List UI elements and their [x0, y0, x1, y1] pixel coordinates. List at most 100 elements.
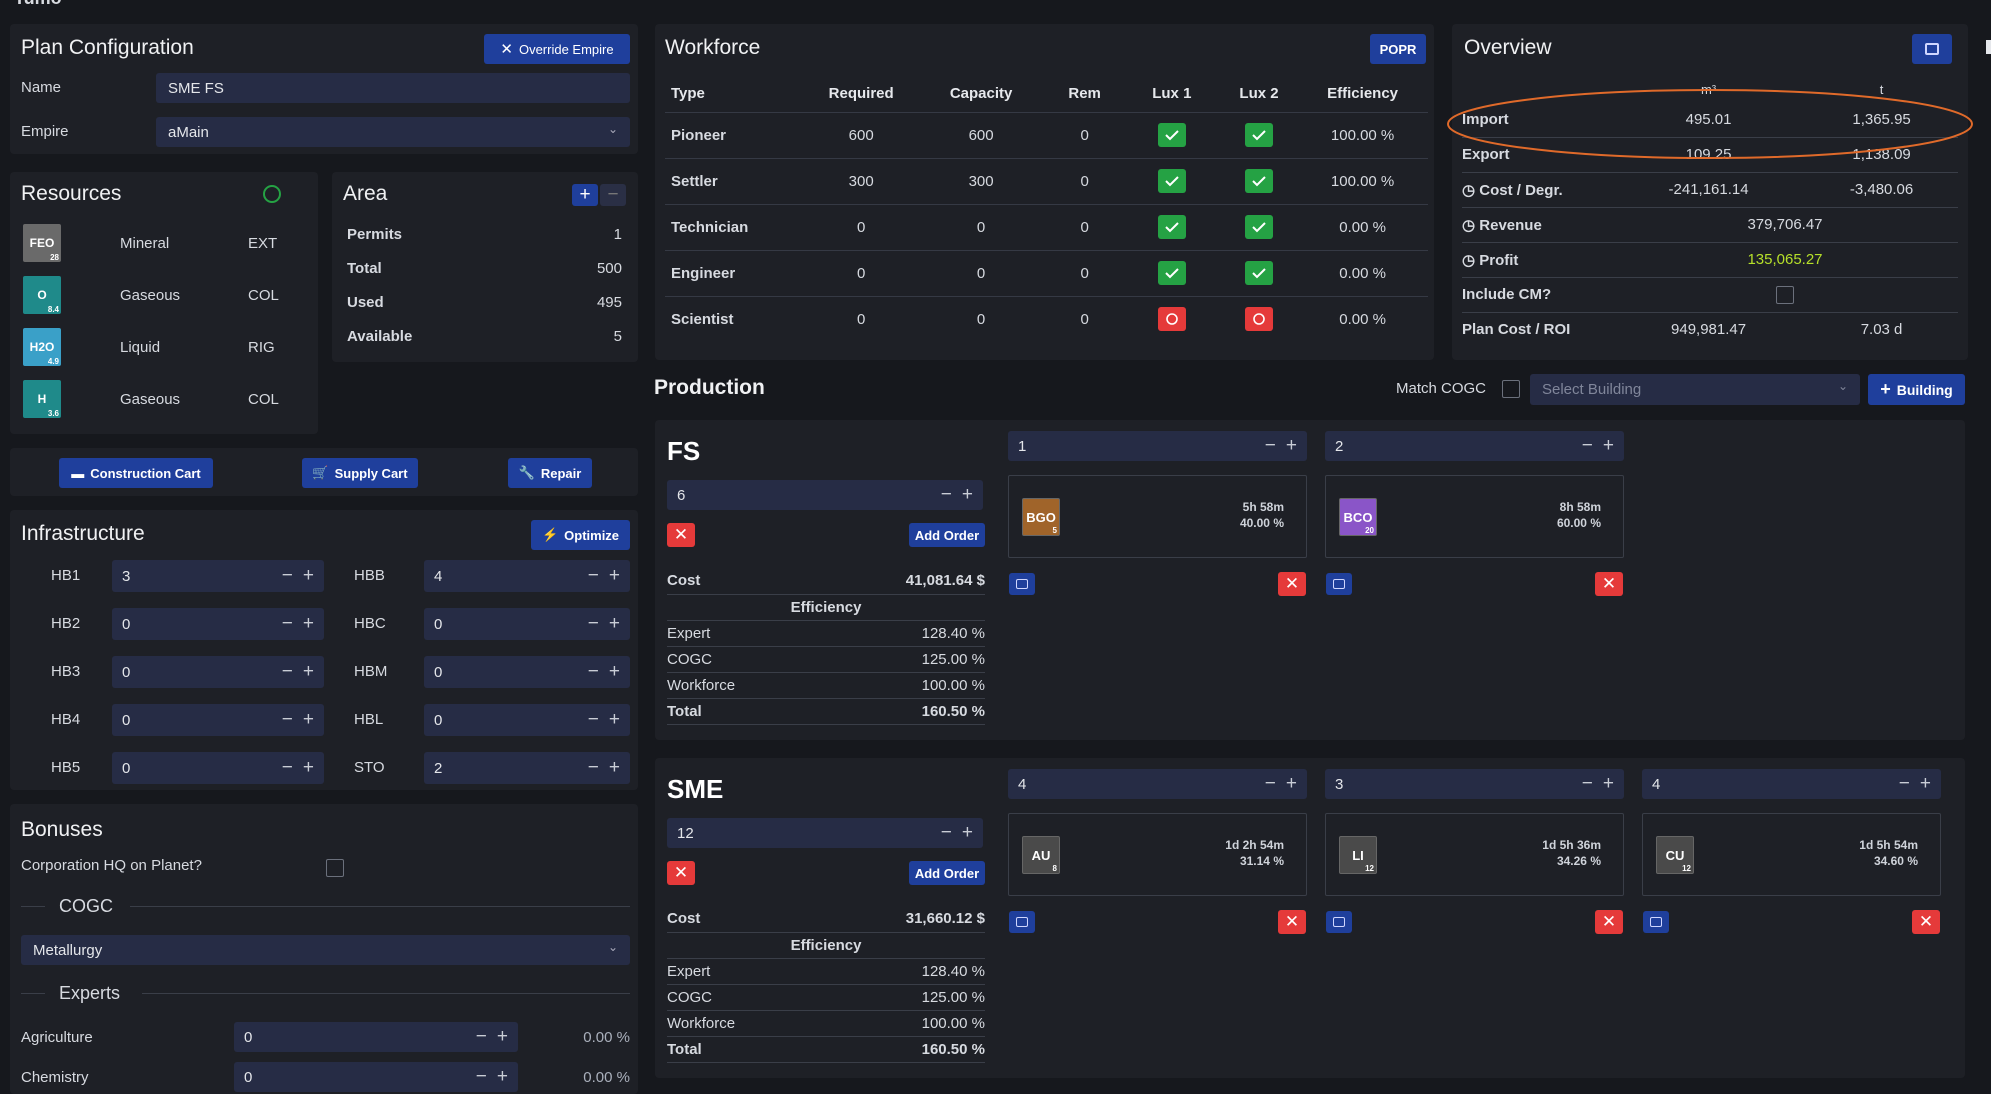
plus-icon[interactable]: + [608, 613, 620, 634]
plus-icon[interactable]: + [1602, 435, 1614, 456]
stepper-controls[interactable]: − + [282, 704, 314, 736]
overview-toggle-button[interactable] [1912, 34, 1952, 64]
infra-stepper[interactable]: 3− + [112, 560, 324, 592]
hq-checkbox[interactable] [326, 859, 344, 877]
plus-icon[interactable]: + [961, 484, 973, 505]
add-order-button[interactable]: Add Order [909, 861, 985, 885]
order-settings-button[interactable] [1009, 573, 1035, 595]
minus-icon[interactable]: − [587, 565, 599, 586]
popr-button[interactable]: POPR [1370, 34, 1426, 64]
supply-cart-button[interactable]: 🛒 Supply Cart [302, 458, 418, 488]
infra-stepper[interactable]: 0− + [112, 752, 324, 784]
globe-icon[interactable] [263, 185, 281, 203]
plan-name-input[interactable]: SME FS [156, 73, 630, 103]
order-recipe-card[interactable]: LI 12 1d 5h 36m 34.26 % [1325, 813, 1624, 896]
stepper-controls[interactable]: − + [588, 656, 620, 688]
infra-stepper[interactable]: 0− + [424, 608, 630, 640]
add-order-button[interactable]: Add Order [909, 523, 985, 547]
building-count-stepper[interactable]: 12− + [667, 818, 983, 848]
infra-stepper[interactable]: 0− + [112, 608, 324, 640]
check-icon[interactable] [1157, 215, 1186, 239]
delete-order-button[interactable]: ✕ [1595, 910, 1623, 934]
include-cm-checkbox[interactable] [1776, 285, 1794, 304]
check-icon[interactable] [1245, 123, 1274, 147]
order-settings-button[interactable] [1009, 911, 1035, 933]
stepper-controls[interactable]: − + [1265, 769, 1297, 799]
order-recipe-card[interactable]: CU 12 1d 5h 54m 34.60 % [1642, 813, 1941, 896]
plus-icon[interactable]: + [1285, 435, 1297, 456]
empire-select[interactable]: aMain ⌄ [156, 117, 630, 147]
infra-stepper[interactable]: 2− + [424, 752, 630, 784]
expert-stepper[interactable]: 0− + [234, 1062, 518, 1092]
stepper-controls[interactable]: − + [476, 1022, 508, 1052]
plus-icon[interactable]: + [608, 565, 620, 586]
delete-order-button[interactable]: ✕ [1278, 572, 1306, 596]
circle-icon[interactable] [1157, 307, 1186, 332]
check-icon[interactable] [1245, 261, 1274, 285]
order-settings-button[interactable] [1643, 911, 1669, 933]
add-building-button[interactable]: + Building [1868, 374, 1965, 405]
order-recipe-card[interactable]: BCO 20 8h 58m 60.00 % [1325, 475, 1624, 558]
order-settings-button[interactable] [1326, 573, 1352, 595]
infra-stepper[interactable]: 0− + [424, 704, 630, 736]
order-recipe-card[interactable]: AU 8 1d 2h 54m 31.14 % [1008, 813, 1307, 896]
plus-icon[interactable]: + [961, 822, 973, 843]
delete-order-button[interactable]: ✕ [1912, 910, 1940, 934]
area-add-button[interactable]: + [572, 184, 598, 206]
order-count-stepper[interactable]: 1− + [1008, 431, 1307, 461]
minus-icon[interactable]: − [281, 565, 293, 586]
check-icon[interactable] [1245, 215, 1274, 239]
check-icon[interactable] [1157, 123, 1186, 147]
optimize-button[interactable]: ⚡ Optimize [531, 520, 630, 550]
minus-icon[interactable]: − [1581, 773, 1593, 794]
order-recipe-card[interactable]: BGO 5 5h 58m 40.00 % [1008, 475, 1307, 558]
circle-icon[interactable] [1245, 307, 1274, 332]
delete-building-button[interactable]: ✕ [667, 861, 695, 885]
stepper-controls[interactable]: − + [282, 752, 314, 784]
stepper-controls[interactable]: − + [588, 752, 620, 784]
check-icon[interactable] [1157, 261, 1186, 285]
plus-icon[interactable]: + [1285, 773, 1297, 794]
stepper-controls[interactable]: − + [1582, 431, 1614, 461]
plus-icon[interactable]: + [608, 661, 620, 682]
plus-icon[interactable]: + [302, 757, 314, 778]
plus-icon[interactable]: + [302, 565, 314, 586]
minus-icon[interactable]: − [281, 757, 293, 778]
minus-icon[interactable]: − [281, 661, 293, 682]
minus-icon[interactable]: − [475, 1066, 487, 1087]
expert-stepper[interactable]: 0− + [234, 1022, 518, 1052]
building-count-stepper[interactable]: 6− + [667, 480, 983, 510]
minus-icon[interactable]: − [1264, 773, 1276, 794]
minus-icon[interactable]: − [1264, 435, 1276, 456]
minus-icon[interactable]: − [940, 484, 952, 505]
override-empire-button[interactable]: ✕ Override Empire [484, 34, 630, 64]
minus-icon[interactable]: − [587, 613, 599, 634]
stepper-controls[interactable]: − + [476, 1062, 508, 1092]
minus-icon[interactable]: − [587, 757, 599, 778]
delete-order-button[interactable]: ✕ [1595, 572, 1623, 596]
delete-building-button[interactable]: ✕ [667, 523, 695, 547]
minus-icon[interactable]: − [587, 709, 599, 730]
construction-cart-button[interactable]: ▬ Construction Cart [59, 458, 213, 488]
order-count-stepper[interactable]: 4− + [1642, 769, 1941, 799]
minus-icon[interactable]: − [1898, 773, 1910, 794]
plus-icon[interactable]: + [1919, 773, 1931, 794]
stepper-controls[interactable]: − + [588, 704, 620, 736]
stepper-controls[interactable]: − + [282, 656, 314, 688]
stepper-controls[interactable]: − + [588, 608, 620, 640]
check-icon[interactable] [1157, 169, 1186, 193]
minus-icon[interactable]: − [475, 1026, 487, 1047]
plus-icon[interactable]: + [496, 1066, 508, 1087]
order-count-stepper[interactable]: 2− + [1325, 431, 1624, 461]
order-count-stepper[interactable]: 3− + [1325, 769, 1624, 799]
infra-stepper[interactable]: 0− + [112, 704, 324, 736]
plus-icon[interactable]: + [302, 709, 314, 730]
stepper-controls[interactable]: − + [1899, 769, 1931, 799]
minus-icon[interactable]: − [940, 822, 952, 843]
stepper-controls[interactable]: − + [941, 480, 973, 510]
stepper-controls[interactable]: − + [588, 560, 620, 592]
plus-icon[interactable]: + [302, 613, 314, 634]
infra-stepper[interactable]: 4− + [424, 560, 630, 592]
minus-icon[interactable]: − [281, 613, 293, 634]
minus-icon[interactable]: − [281, 709, 293, 730]
